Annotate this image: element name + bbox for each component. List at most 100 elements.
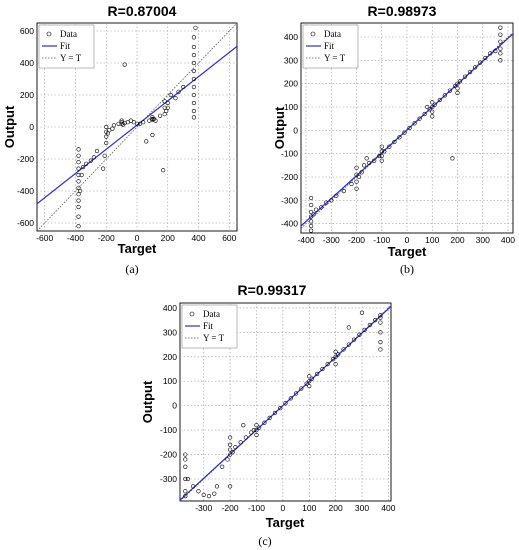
chart-panel-b: R=0.98973 -400-300-200-1000100200300400 … bbox=[272, 3, 515, 276]
data-point bbox=[119, 118, 124, 123]
y-tick-label: -400 bbox=[281, 219, 298, 229]
data-point bbox=[378, 315, 383, 320]
x-tick-label: 0 bbox=[135, 233, 140, 243]
data-point bbox=[144, 139, 149, 144]
y-tick-label: -300 bbox=[160, 474, 177, 484]
data-point bbox=[362, 327, 367, 332]
x-tick-label: -300 bbox=[195, 503, 212, 513]
data-point bbox=[165, 105, 170, 110]
data-point bbox=[402, 130, 407, 135]
x-tick-label: 100 bbox=[425, 235, 439, 245]
x-tick-label: 400 bbox=[501, 235, 515, 245]
data-point bbox=[498, 51, 503, 56]
data-point bbox=[191, 76, 197, 82]
data-point bbox=[76, 214, 81, 219]
data-point bbox=[308, 219, 314, 224]
data-point bbox=[283, 401, 288, 406]
data-point bbox=[417, 116, 422, 121]
data-point bbox=[354, 179, 359, 184]
data-point bbox=[346, 325, 351, 330]
data-point bbox=[196, 489, 201, 494]
data-point bbox=[442, 93, 447, 98]
data-point bbox=[161, 168, 166, 173]
x-tick-label: -300 bbox=[323, 235, 340, 245]
y-tick-label: 300 bbox=[163, 327, 177, 337]
data-point bbox=[397, 135, 402, 140]
data-point bbox=[254, 423, 259, 428]
data-point bbox=[288, 396, 293, 401]
data-point bbox=[191, 84, 197, 90]
data-point bbox=[346, 342, 351, 347]
data-point bbox=[181, 84, 186, 90]
data-point bbox=[364, 156, 369, 161]
y-tick-label: 0 bbox=[172, 401, 177, 411]
chart-title: R=0.99317 bbox=[238, 282, 307, 298]
data-point bbox=[238, 440, 243, 445]
data-point bbox=[212, 491, 217, 496]
y-tick-label: -200 bbox=[281, 172, 298, 182]
y-tick-label: -300 bbox=[281, 195, 298, 205]
data-point bbox=[483, 55, 488, 61]
y-tick-label: -400 bbox=[17, 186, 34, 196]
legend-label-fit: Fit bbox=[203, 321, 214, 331]
data-point bbox=[173, 96, 178, 101]
data-point bbox=[498, 32, 503, 37]
data-point bbox=[319, 205, 324, 210]
data-point bbox=[330, 357, 336, 362]
data-point bbox=[299, 386, 304, 391]
data-point bbox=[228, 435, 233, 440]
panel-caption: (a) bbox=[125, 262, 138, 276]
legend-label-fit: Fit bbox=[60, 41, 71, 51]
legend-data-marker bbox=[46, 31, 52, 37]
data-point bbox=[230, 450, 235, 455]
data-point bbox=[134, 121, 140, 126]
data-point bbox=[157, 113, 163, 118]
data-point bbox=[76, 147, 81, 152]
data-point bbox=[183, 452, 188, 457]
x-tick-label: 300 bbox=[355, 503, 369, 513]
data-point bbox=[293, 391, 299, 396]
data-point bbox=[392, 139, 397, 145]
data-point bbox=[150, 132, 155, 138]
data-point bbox=[191, 52, 197, 58]
x-tick-label: 400 bbox=[191, 233, 205, 243]
x-tick-label: -600 bbox=[36, 233, 53, 243]
fit-line bbox=[37, 45, 237, 205]
y-tick-label: 200 bbox=[20, 90, 34, 100]
data-point bbox=[272, 410, 278, 416]
legend-label-data: Data bbox=[324, 29, 341, 39]
x-tick-label: 200 bbox=[450, 235, 464, 245]
data-point bbox=[333, 349, 338, 354]
y-tick-label: 100 bbox=[284, 102, 298, 112]
x-tick-label: 100 bbox=[302, 503, 316, 513]
data-point bbox=[191, 100, 197, 106]
data-point bbox=[183, 476, 188, 482]
data-point bbox=[308, 214, 314, 219]
x-axis-label: Target bbox=[388, 244, 427, 259]
data-point bbox=[111, 123, 117, 128]
data-point bbox=[333, 362, 338, 367]
x-tick-label: -400 bbox=[67, 233, 84, 243]
y-tick-label: 300 bbox=[284, 55, 298, 65]
x-tick-label: -200 bbox=[348, 235, 365, 245]
x-tick-label: 200 bbox=[161, 233, 175, 243]
data-point bbox=[183, 457, 188, 462]
data-point bbox=[373, 318, 378, 323]
data-point bbox=[422, 111, 427, 117]
panel-caption: (b) bbox=[400, 262, 414, 276]
data-point bbox=[191, 44, 197, 50]
data-point bbox=[427, 107, 432, 112]
data-point bbox=[430, 114, 435, 119]
y-tick-label: -600 bbox=[17, 218, 34, 228]
data-point bbox=[430, 104, 435, 110]
y-tick-label: 200 bbox=[163, 352, 177, 362]
y-tick-label: 600 bbox=[20, 26, 34, 36]
data-point bbox=[307, 374, 312, 379]
data-point bbox=[378, 313, 383, 318]
data-point bbox=[378, 347, 383, 352]
data-point bbox=[432, 102, 437, 107]
data-point bbox=[473, 65, 478, 70]
x-axis-label: Target bbox=[266, 515, 305, 530]
data-point bbox=[325, 362, 330, 367]
data-point bbox=[378, 340, 383, 345]
